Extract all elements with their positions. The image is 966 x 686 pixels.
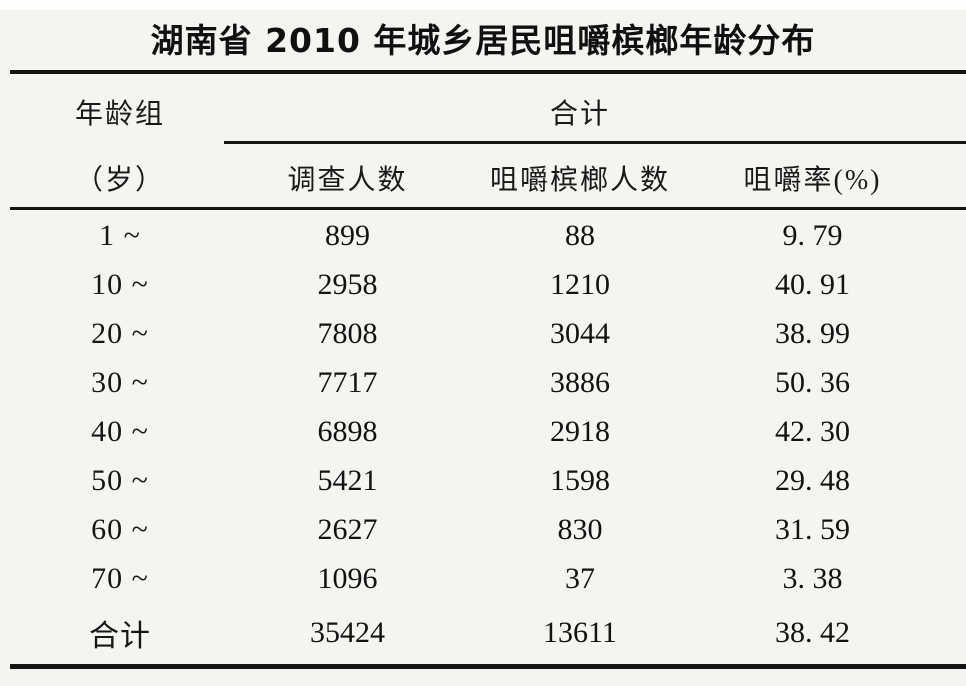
age-cell: 10 ~ [91,267,149,301]
surveyed-cell: 1096 [317,562,378,596]
chewing-rate-header: 咀嚼率(%) [743,165,882,196]
chewers-cell: 1598 [550,464,610,498]
table-row: 30 ~ 7717 3886 50. 36 [0,366,966,400]
table-row: 50 ~ 5421 1598 29. 48 [0,464,966,498]
chewers-count-header: 咀嚼槟榔人数 [489,165,670,196]
rate-cell: 3. 38 [782,562,843,596]
rate-cell: 31. 59 [775,513,850,547]
chewers-cell: 2918 [550,414,610,448]
table-row: 1 ~ 899 88 9. 79 [0,219,966,253]
rate-cell: 9. 79 [782,218,843,252]
table-title: 湖南省 2010 年城乡居民咀嚼槟榔年龄分布 [150,21,816,60]
rate-cell: 29. 48 [775,464,850,498]
table-body: 1 ~ 899 88 9. 79 10 ~ 2958 1210 40. 91 2… [0,211,966,663]
age-cell: 40 ~ [91,414,149,448]
chewers-cell: 88 [565,218,595,252]
rule-below-group-header [224,141,966,144]
chewers-cell: 3886 [550,365,610,399]
age-cell: 70 ~ [91,562,149,596]
table-row: 60 ~ 2627 830 31. 59 [0,513,966,547]
chewers-cell: 830 [557,513,603,547]
surveyed-count-header: 调查人数 [287,165,408,196]
rate-cell: 50. 36 [775,365,850,399]
chewers-cell: 1210 [550,267,610,301]
chewers-cell: 37 [565,562,595,596]
age-cell: 30 ~ [91,365,149,399]
surveyed-cell: 6898 [317,414,378,448]
age-group-header-line2: （岁） [74,165,165,196]
age-cell: 50 ~ [91,464,149,498]
rate-cell: 40. 91 [775,267,850,301]
chewers-cell: 3044 [550,316,610,350]
surveyed-cell: 2627 [317,513,378,547]
table-row: 10 ~ 2958 1210 40. 91 [0,268,966,302]
age-cell: 1 ~ [99,218,141,252]
group-header-total: 合计 [549,99,610,130]
rate-cell: 42. 30 [775,414,850,448]
table-row: 70 ~ 1096 37 3. 38 [0,562,966,596]
rule-table-bottom [10,664,966,669]
surveyed-cell: 7717 [317,365,378,399]
surveyed-cell: 899 [325,218,370,252]
surveyed-cell: 7808 [317,316,378,350]
surveyed-cell: 2958 [317,267,378,301]
top-margin-strip [0,0,966,10]
surveyed-cell-total: 35424 [310,616,385,650]
rule-below-headers [10,207,966,210]
table-row: 20 ~ 7808 3044 38. 99 [0,317,966,351]
age-group-header-line1: 年龄组 [74,99,165,130]
age-cell: 20 ~ [91,316,149,350]
surveyed-cell: 5421 [317,464,378,498]
age-cell-total: 合计 [89,620,151,654]
table-row-total: 合计 35424 13611 38. 42 [0,611,966,655]
chewers-cell-total: 13611 [543,616,617,650]
rule-below-title [10,70,966,74]
header-row-group: 年龄组 合计 [0,84,966,140]
rate-cell: 38. 99 [775,316,850,350]
table-row: 40 ~ 6898 2918 42. 30 [0,415,966,449]
age-cell: 60 ~ [91,513,149,547]
header-row-sub: （岁） 调查人数 咀嚼槟榔人数 咀嚼率(%) [0,150,966,206]
rate-cell-total: 38. 42 [775,616,850,650]
